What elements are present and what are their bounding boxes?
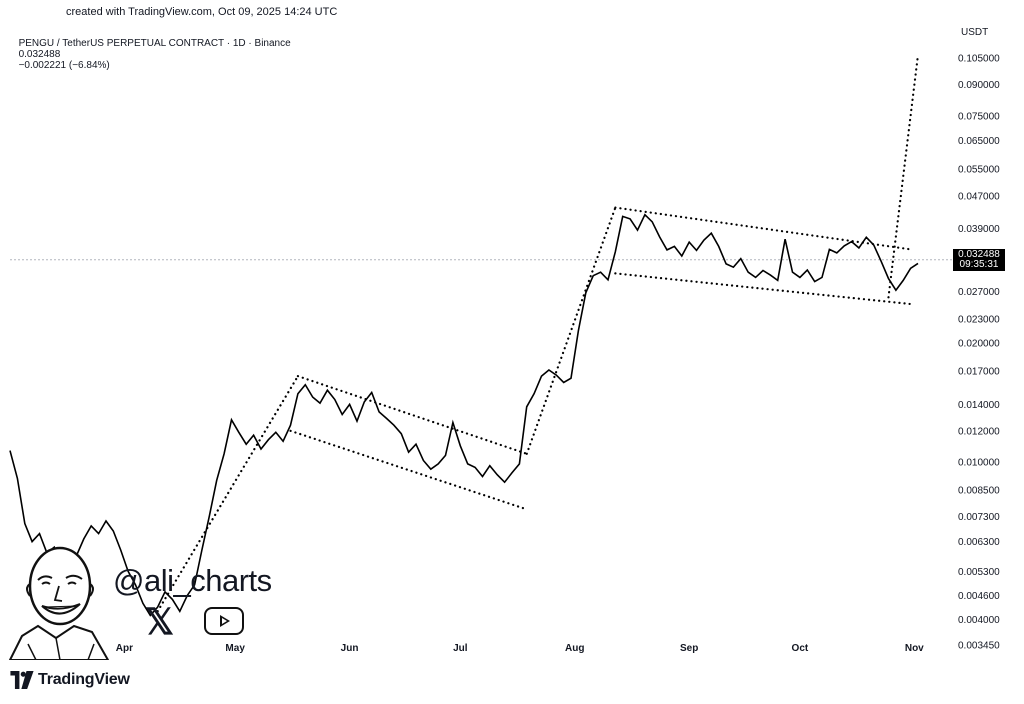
y-tick-label: 0.055000: [958, 165, 1000, 176]
y-tick-label: 0.014000: [958, 400, 1000, 411]
y-tick-label: 0.065000: [958, 136, 1000, 147]
x-tick-label: Sep: [680, 643, 698, 654]
current-price-tag: 0.032488 09:35:31: [953, 248, 1005, 271]
x-tick-label: Apr: [116, 643, 133, 654]
dotted-trendline: [614, 272, 912, 306]
x-tick-label: Jun: [341, 643, 359, 654]
dotted-trendline: [525, 206, 617, 455]
tradingview-name: TradingView: [38, 671, 130, 688]
y-tick-label: 0.012000: [958, 426, 1000, 437]
y-tick-label: 0.039000: [958, 224, 1000, 235]
y-tick-label: 0.020000: [958, 339, 1000, 350]
y-tick-label: 0.004600: [958, 591, 1000, 602]
y-tick-label: 0.003450: [958, 641, 1000, 652]
y-tick-label: 0.027000: [958, 287, 1000, 298]
price-change: −0.002221 (−6.84%): [18, 60, 110, 71]
currency-unit-label[interactable]: USDT: [961, 27, 989, 38]
x-tick-label: Nov: [905, 643, 924, 654]
last-price: 0.032488: [18, 49, 61, 60]
x-tick-label: Oct: [792, 643, 809, 654]
x-tick-label: Jul: [453, 643, 468, 654]
y-tick-label: 0.004000: [958, 615, 1000, 626]
dotted-trendline: [156, 375, 300, 613]
youtube-play-icon: [204, 607, 244, 635]
dotted-trendline: [887, 53, 920, 299]
dotted-trendline: [614, 206, 912, 251]
tradingview-brand[interactable]: TradingView: [10, 671, 130, 689]
price-series-line: [9, 213, 919, 617]
x-tick-label: Aug: [565, 643, 584, 654]
dotted-trendline: [296, 375, 528, 455]
bar-countdown: 09:35:31: [959, 259, 999, 271]
trendline-annotations: [156, 53, 920, 613]
dotted-trendline: [289, 429, 528, 511]
y-tick-label: 0.105000: [958, 54, 1000, 65]
y-tick-label: 0.017000: [958, 366, 1000, 377]
y-tick-label: 0.075000: [958, 111, 1000, 122]
created-with-text: created with TradingView.com, Oct 09, 20…: [66, 6, 338, 18]
x-logo-icon: 𝕏: [145, 601, 175, 642]
y-tick-label: 0.008500: [958, 486, 1000, 497]
price-axis: 0.105000 0.090000 0.075000 0.065000 0.055000…: [958, 54, 1000, 652]
author-handle: @ali_charts: [113, 563, 272, 598]
y-tick-label: 0.047000: [958, 192, 1000, 203]
y-tick-label: 0.090000: [958, 80, 1000, 91]
current-price-value: 0.032488: [958, 248, 1000, 260]
y-tick-label: 0.005300: [958, 567, 1000, 578]
avatar-illustration: [8, 546, 110, 660]
x-tick-label: May: [225, 643, 245, 654]
symbol-header: PENGU / TetherUS PERPETUAL CONTRACT · 1D…: [13, 27, 295, 71]
tradingview-logo-icon: [10, 671, 34, 689]
y-tick-label: 0.010000: [958, 458, 1000, 469]
symbol-title: PENGU / TetherUS PERPETUAL CONTRACT · 1D…: [18, 38, 291, 49]
y-tick-label: 0.007300: [958, 512, 1000, 523]
time-axis: Apr May Jun Jul Aug Sep Oct Nov: [116, 643, 924, 654]
y-tick-label: 0.006300: [958, 537, 1000, 548]
y-tick-label: 0.023000: [958, 315, 1000, 326]
